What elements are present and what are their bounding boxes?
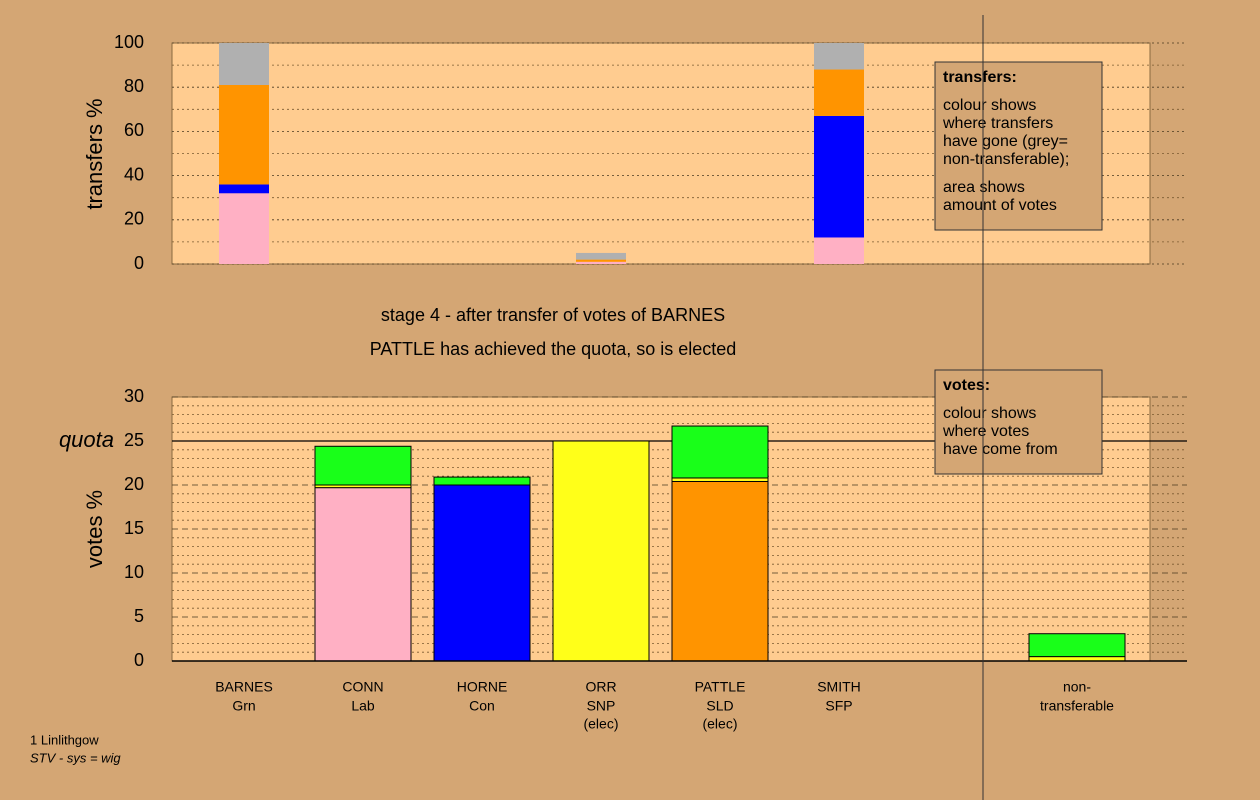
y-tick-label: 0 bbox=[134, 253, 144, 273]
bar-segment bbox=[1028, 633, 1126, 658]
bar-segment bbox=[314, 445, 412, 486]
bar-segment bbox=[814, 237, 864, 264]
x-tick-note: (elec) bbox=[702, 716, 737, 732]
bar-segment bbox=[552, 440, 650, 662]
quota-label: quota bbox=[59, 427, 114, 452]
y-tick-label: 20 bbox=[124, 209, 144, 229]
legend-box bbox=[934, 369, 1103, 475]
x-tick-note: (elec) bbox=[583, 716, 618, 732]
legend-title: transfers: bbox=[943, 69, 1017, 86]
x-tick-sublabel: SFP bbox=[825, 698, 852, 714]
bar-segment bbox=[671, 480, 769, 662]
bar-segment bbox=[576, 252, 626, 260]
legend-text: where transfers bbox=[942, 115, 1053, 132]
legend-text: area shows bbox=[943, 179, 1025, 196]
legend-title: votes: bbox=[943, 377, 990, 394]
x-tick-label: non- bbox=[1063, 679, 1091, 695]
bar-segment bbox=[814, 43, 864, 70]
bar-segment bbox=[219, 184, 269, 194]
y-tick-label: 20 bbox=[124, 474, 144, 494]
bar-segment bbox=[219, 43, 269, 85]
x-tick-label: HORNE bbox=[457, 679, 508, 695]
x-tick-sublabel: Lab bbox=[351, 698, 375, 714]
x-tick-sublabel: transferable bbox=[1040, 698, 1114, 714]
y-tick-label: 0 bbox=[134, 650, 144, 670]
x-tick-label: BARNES bbox=[215, 679, 273, 695]
x-tick-sublabel: SLD bbox=[706, 698, 733, 714]
x-tick-sublabel: Grn bbox=[232, 698, 255, 714]
y-tick-label: 60 bbox=[124, 120, 144, 140]
legend-text: amount of votes bbox=[943, 197, 1057, 214]
y-tick-label: 40 bbox=[124, 164, 144, 184]
bar-segment bbox=[671, 477, 769, 482]
x-tick-label: SMITH bbox=[817, 679, 861, 695]
y-tick-label: 80 bbox=[124, 76, 144, 96]
y-tick-label: 5 bbox=[134, 606, 144, 626]
legend-text: have gone (grey= bbox=[943, 133, 1068, 150]
legend-text: have come from bbox=[943, 441, 1058, 458]
bar-segment bbox=[576, 261, 626, 264]
bar-segment bbox=[433, 484, 531, 662]
y-tick-label: 100 bbox=[114, 32, 144, 52]
footer-system: STV - sys = wig bbox=[30, 750, 121, 765]
y-axis-label: transfers % bbox=[82, 98, 107, 209]
y-axis-label: votes % bbox=[82, 490, 107, 568]
bar-segment bbox=[314, 487, 412, 662]
x-tick-label: ORR bbox=[585, 679, 616, 695]
y-tick-label: 10 bbox=[124, 562, 144, 582]
legend-text: where votes bbox=[942, 423, 1029, 440]
bar-segment bbox=[576, 259, 626, 262]
bar-segment bbox=[433, 476, 531, 486]
y-tick-label: 25 bbox=[124, 430, 144, 450]
legend-box bbox=[934, 61, 1103, 231]
bar-segment bbox=[814, 115, 864, 238]
bar-segment bbox=[219, 84, 269, 185]
bar-segment bbox=[814, 69, 864, 116]
bar-segment bbox=[671, 425, 769, 479]
x-tick-sublabel: SNP bbox=[587, 698, 616, 714]
x-tick-label: PATTLE bbox=[695, 679, 746, 695]
y-tick-label: 30 bbox=[124, 386, 144, 406]
legend-text: colour shows bbox=[943, 405, 1036, 422]
bar-segment bbox=[219, 193, 269, 264]
caption-line: stage 4 - after transfer of votes of BAR… bbox=[381, 305, 725, 325]
footer-place: 1 Linlithgow bbox=[30, 732, 99, 747]
legend-text: colour shows bbox=[943, 97, 1036, 114]
x-tick-sublabel: Con bbox=[469, 698, 495, 714]
legend-text: non-transferable); bbox=[943, 151, 1069, 168]
y-tick-label: 15 bbox=[124, 518, 144, 538]
caption-line: PATTLE has achieved the quota, so is ele… bbox=[370, 339, 737, 359]
x-tick-label: CONN bbox=[342, 679, 383, 695]
